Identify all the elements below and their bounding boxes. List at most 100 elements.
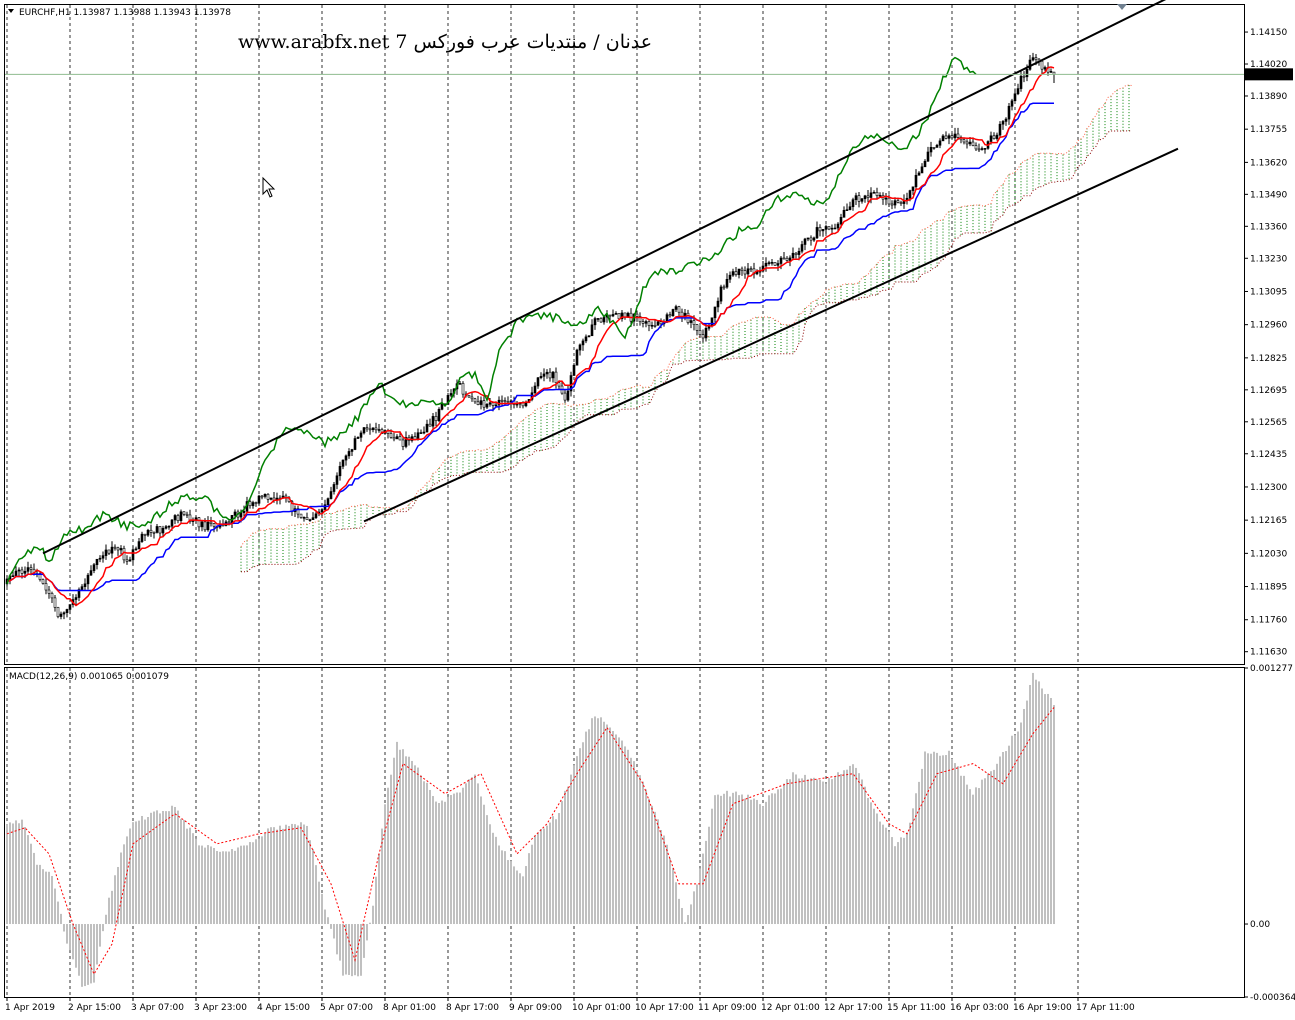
macd-bar: [711, 808, 713, 925]
price-tick-label: 1.11760: [1250, 616, 1287, 626]
candle-body: [344, 455, 348, 461]
macd-bar: [201, 845, 203, 925]
price-tick-label: 1.12435: [1250, 450, 1287, 460]
candle: [17, 567, 21, 577]
macd-bar: [414, 765, 416, 925]
macd-bar: [660, 830, 662, 925]
candle-body: [449, 393, 453, 396]
collapse-triangle-icon[interactable]: [8, 9, 14, 13]
macd-bar: [786, 779, 788, 925]
candle: [320, 508, 324, 517]
candle-body: [602, 316, 606, 323]
candle: [734, 267, 738, 277]
chart-shift-marker-icon[interactable]: [1117, 4, 1127, 10]
macd-bar: [999, 756, 1001, 925]
candle-body: [368, 428, 372, 431]
candle: [980, 146, 984, 151]
candle-body: [1034, 57, 1038, 60]
candle-body: [1016, 88, 1020, 95]
candle: [356, 436, 360, 439]
macd-bar: [423, 781, 425, 925]
macd-bar: [783, 783, 785, 925]
candle-body: [200, 521, 204, 528]
candle: [311, 512, 315, 520]
macd-bar: [402, 749, 404, 925]
candle-body: [611, 314, 615, 317]
candle-body: [812, 237, 816, 241]
candle-body: [950, 135, 954, 139]
macd-bar: [294, 824, 296, 925]
candle-body: [425, 423, 429, 433]
candle: [269, 497, 273, 501]
candle-body: [239, 512, 243, 518]
candle-body: [470, 396, 474, 400]
macd-bar: [855, 767, 857, 925]
candle: [854, 192, 858, 205]
macd-bar: [594, 716, 596, 925]
candle-body: [971, 141, 975, 146]
candle-body: [302, 517, 306, 519]
channel-lower-line[interactable]: [363, 147, 1179, 523]
candle-body: [353, 438, 357, 450]
macd-bar: [288, 825, 290, 925]
time-tick-label: 10 Apr 01:00: [572, 1003, 631, 1013]
macd-bar: [996, 763, 998, 925]
candle-body: [896, 200, 900, 203]
candle-body: [206, 521, 210, 531]
candle: [113, 544, 117, 551]
macd-bar: [324, 909, 326, 925]
macd-bar: [342, 924, 344, 976]
candle-body: [1043, 67, 1047, 70]
macd-bar: [291, 823, 293, 925]
macd-bar: [531, 844, 533, 925]
candle-body: [833, 227, 837, 230]
macd-bar: [876, 813, 878, 925]
macd-bar: [519, 873, 521, 925]
channel-upper-line[interactable]: [42, 0, 1170, 555]
time-tick-label: 5 Apr 07:00: [320, 1003, 373, 1013]
candle-body: [296, 508, 300, 515]
candle-body: [935, 144, 939, 148]
candle: [926, 146, 930, 162]
macd-bar: [564, 790, 566, 925]
candle-body: [848, 206, 852, 210]
candle: [827, 226, 831, 231]
price-tick-label: 1.12960: [1250, 321, 1287, 331]
candle: [404, 431, 408, 449]
candle-body: [260, 495, 264, 498]
macd-bar: [63, 924, 65, 932]
macd-bar: [537, 832, 539, 925]
macd-bar: [900, 837, 902, 925]
macd-bar: [993, 769, 995, 925]
candle-body: [776, 263, 780, 266]
candle-body: [911, 186, 915, 191]
macd-bar: [942, 755, 944, 925]
candle: [305, 512, 309, 521]
candle: [764, 257, 768, 272]
time-tick-label: 12 Apr 01:00: [761, 1003, 820, 1013]
candle: [956, 127, 960, 141]
candle-body: [1007, 105, 1011, 120]
candle-body: [863, 195, 867, 200]
macd-bar: [156, 810, 158, 925]
candle: [878, 192, 882, 197]
candle-body: [59, 613, 63, 617]
candle-body: [266, 493, 270, 500]
candle: [713, 306, 717, 323]
macd-bar: [207, 845, 209, 925]
macd-plot[interactable]: [6, 672, 1055, 987]
candle-body: [794, 252, 798, 255]
candle-body: [491, 402, 495, 406]
candle-body: [269, 497, 273, 500]
candle-body: [404, 437, 408, 447]
macd-bar: [333, 924, 335, 939]
candle: [545, 369, 549, 379]
candle: [62, 611, 66, 620]
macd-bar: [624, 746, 626, 925]
macd-bar: [522, 876, 524, 925]
macd-bar: [759, 804, 761, 925]
price-plot[interactable]: [5, 0, 1244, 620]
candle-body: [182, 511, 186, 515]
candle-body: [1040, 60, 1044, 70]
